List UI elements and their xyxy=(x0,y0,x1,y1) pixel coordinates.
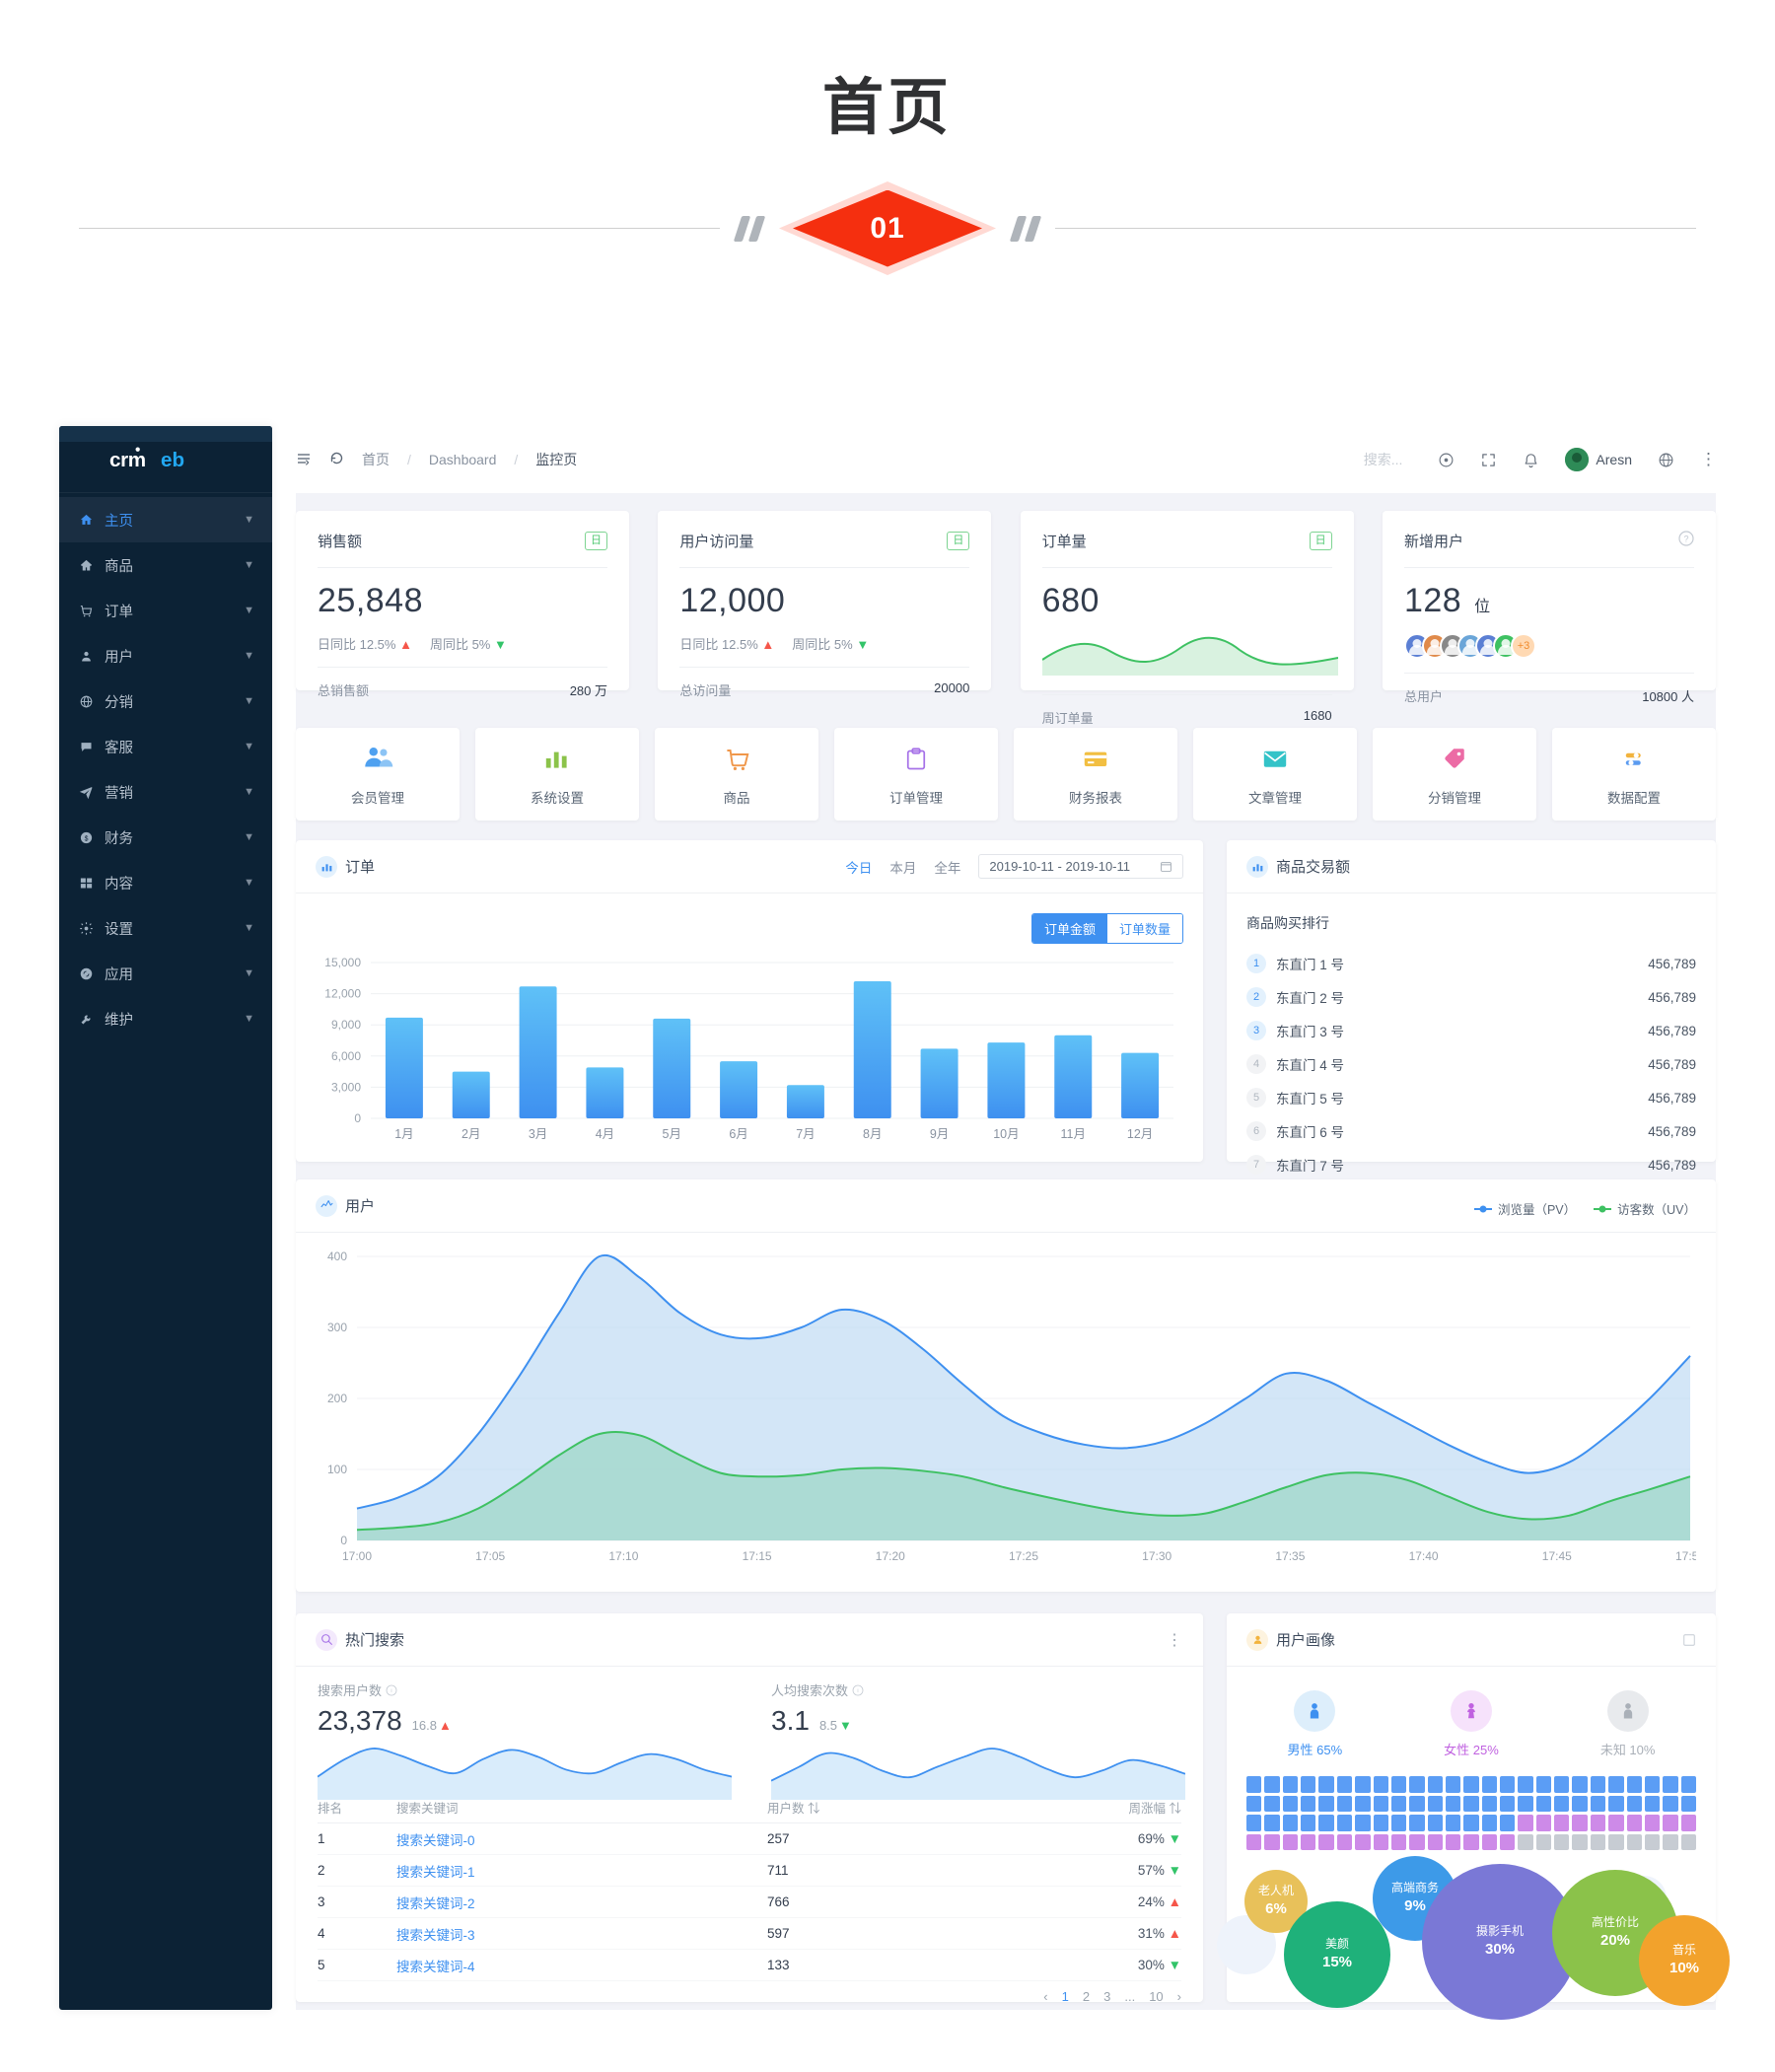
svg-text:17:05: 17:05 xyxy=(475,1549,505,1563)
svg-text:6月: 6月 xyxy=(729,1127,747,1141)
svg-text:400: 400 xyxy=(327,1250,347,1263)
svg-text:12月: 12月 xyxy=(1127,1127,1153,1141)
svg-text:5月: 5月 xyxy=(663,1127,681,1141)
svg-text:15,000: 15,000 xyxy=(324,957,361,969)
svg-text:17:30: 17:30 xyxy=(1142,1549,1172,1563)
svg-text:10月: 10月 xyxy=(993,1127,1019,1141)
svg-text:2月: 2月 xyxy=(462,1127,480,1141)
svg-text:17:15: 17:15 xyxy=(743,1549,772,1563)
svg-text:?: ? xyxy=(1683,535,1688,544)
svg-text:3,000: 3,000 xyxy=(331,1080,361,1094)
svg-text:4月: 4月 xyxy=(596,1127,614,1141)
svg-text:12,000: 12,000 xyxy=(324,987,361,1001)
svg-text:17:45: 17:45 xyxy=(1542,1549,1572,1563)
svg-text:9月: 9月 xyxy=(930,1127,949,1141)
svg-text:11月: 11月 xyxy=(1061,1127,1086,1141)
svg-text:i: i xyxy=(390,1688,391,1694)
svg-text:17:35: 17:35 xyxy=(1275,1549,1305,1563)
svg-text:eb: eb xyxy=(161,448,184,470)
svg-text:0: 0 xyxy=(354,1111,361,1125)
svg-text:0: 0 xyxy=(340,1534,347,1547)
svg-text:17:20: 17:20 xyxy=(876,1549,905,1563)
svg-text:17:40: 17:40 xyxy=(1409,1549,1439,1563)
svg-text:crm: crm xyxy=(109,448,146,470)
svg-text:$: $ xyxy=(84,835,88,842)
svg-text:17:50: 17:50 xyxy=(1675,1549,1696,1563)
svg-text:9,000: 9,000 xyxy=(331,1018,361,1032)
svg-text:1月: 1月 xyxy=(394,1127,413,1141)
svg-text:200: 200 xyxy=(327,1392,347,1405)
svg-text:300: 300 xyxy=(327,1321,347,1334)
svg-text:i: i xyxy=(857,1688,858,1694)
svg-text:17:00: 17:00 xyxy=(342,1549,372,1563)
svg-text:7月: 7月 xyxy=(796,1127,815,1141)
svg-text:100: 100 xyxy=(327,1463,347,1476)
svg-text:6,000: 6,000 xyxy=(331,1049,361,1063)
svg-text:3月: 3月 xyxy=(529,1127,547,1141)
svg-text:17:25: 17:25 xyxy=(1009,1549,1038,1563)
svg-text:8月: 8月 xyxy=(863,1127,882,1141)
svg-text:17:10: 17:10 xyxy=(608,1549,638,1563)
